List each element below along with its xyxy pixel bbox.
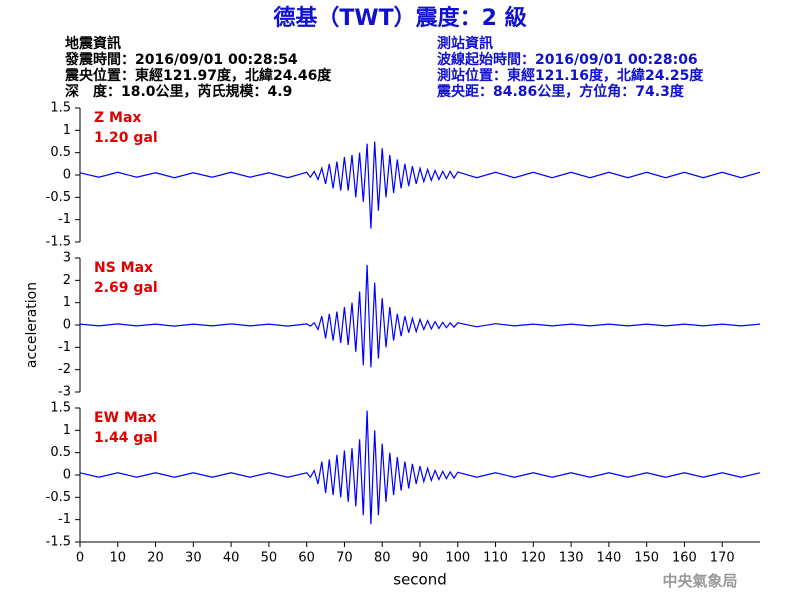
info-line: 測站資訊: [437, 35, 493, 52]
info-line: 地震資訊: [65, 35, 121, 52]
x-tick-label: 20: [147, 551, 164, 566]
x-tick-label: 170: [710, 551, 735, 566]
y-tick-label: 1: [63, 123, 71, 138]
x-tick-label: 140: [596, 551, 621, 566]
y-tick-label: -1.5: [46, 235, 71, 250]
y-tick-label: 1: [63, 295, 71, 310]
x-tick-label: 120: [521, 551, 546, 566]
y-tick-label: 0: [63, 318, 71, 333]
y-tick-label: -2: [58, 362, 71, 377]
y-tick-label: 3: [63, 251, 71, 266]
y-tick-label: 1.5: [50, 401, 71, 416]
x-tick-label: 10: [110, 551, 127, 566]
x-axis-label: second: [393, 571, 447, 589]
x-tick-label: 60: [298, 551, 315, 566]
annotation: 1.20 gal: [94, 130, 158, 146]
info-line: 震央位置：東經121.97度，北緯24.46度: [64, 67, 332, 84]
x-tick-label: 40: [223, 551, 240, 566]
y-tick-label: -1: [58, 212, 71, 227]
y-tick-label: -1: [58, 512, 71, 527]
y-tick-label: 0.5: [50, 445, 71, 460]
y-tick-label: 0: [63, 468, 71, 483]
info-line: 波線起始時間：2016/09/01 00:28:06: [437, 51, 698, 68]
y-tick-label: 0: [63, 168, 71, 183]
x-tick-label: 160: [672, 551, 697, 566]
waveform: [79, 264, 761, 368]
x-tick-label: 80: [374, 551, 391, 566]
annotation: EW Max: [94, 410, 156, 426]
x-tick-label: 50: [261, 551, 278, 566]
info-line: 測站位置：東經121.16度，北緯24.25度: [437, 67, 704, 84]
y-tick-label: -0.5: [46, 490, 71, 505]
x-tick-label: 110: [483, 551, 508, 566]
y-tick-label: 0.5: [50, 145, 71, 160]
info-line: 深 度：18.0公里，芮氏規模：4.9: [65, 83, 292, 100]
x-tick-label: 90: [412, 551, 429, 566]
y-tick-label: 2: [63, 273, 71, 288]
info-line: 震央距：84.86公里，方位角：74.3度: [436, 83, 685, 100]
x-tick-label: 150: [634, 551, 659, 566]
y-axis-label: acceleration: [24, 282, 40, 368]
annotation: NS Max: [94, 260, 153, 276]
watermark: 中央氣象局: [662, 572, 737, 590]
chart-title: 德基（TWT）震度：2 級: [273, 5, 526, 31]
x-tick-label: 100: [445, 551, 470, 566]
y-tick-label: -1: [58, 340, 71, 355]
annotation: 2.69 gal: [94, 280, 158, 296]
waveform: [79, 410, 761, 525]
info-line: 發震時間：2016/09/01 00:28:54: [64, 51, 298, 68]
x-tick-label: 130: [559, 551, 584, 566]
y-tick-label: -3: [58, 385, 71, 400]
annotation: Z Max: [94, 110, 141, 126]
y-tick-label: 1.5: [50, 101, 71, 116]
x-tick-label: 0: [76, 551, 84, 566]
y-tick-label: -0.5: [46, 190, 71, 205]
x-tick-label: 70: [336, 551, 353, 566]
waveform: [79, 141, 761, 229]
annotation: 1.44 gal: [94, 430, 158, 446]
y-tick-label: -1.5: [46, 535, 71, 550]
x-tick-label: 30: [185, 551, 202, 566]
y-tick-label: 1: [63, 423, 71, 438]
